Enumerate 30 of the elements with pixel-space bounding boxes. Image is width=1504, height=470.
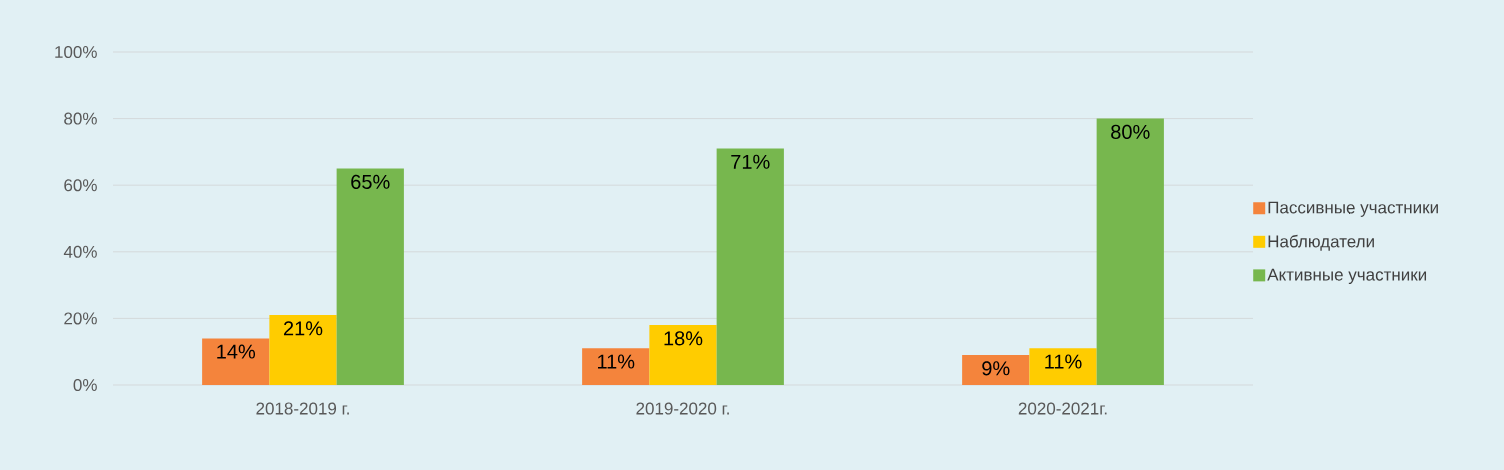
legend-label: Активные участники bbox=[1267, 268, 1427, 284]
bar bbox=[269, 315, 337, 385]
y-tick-label: 60% bbox=[64, 179, 97, 192]
bar bbox=[1029, 348, 1097, 385]
bar bbox=[202, 338, 270, 385]
legend-label: Пассивные участники bbox=[1268, 201, 1438, 217]
y-tick-label: 40% bbox=[63, 245, 97, 258]
data-label: 18% bbox=[664, 331, 703, 346]
bar bbox=[962, 355, 1030, 385]
data-label: 9% bbox=[982, 361, 1010, 376]
bar bbox=[582, 348, 650, 385]
data-label: 11% bbox=[598, 354, 635, 369]
y-tick-label: 20% bbox=[64, 312, 97, 325]
x-tick-label: 2018-2019 г. bbox=[256, 402, 349, 415]
y-tick-label: 80% bbox=[64, 112, 97, 125]
data-label: 65% bbox=[351, 174, 390, 189]
data-label: 14% bbox=[217, 344, 256, 359]
bar bbox=[649, 325, 717, 385]
bar bbox=[1096, 118, 1164, 385]
bar bbox=[716, 148, 784, 385]
bar bbox=[336, 168, 404, 385]
x-tick-label: 2020-2021г. bbox=[1018, 402, 1107, 415]
y-tick-label: 100% bbox=[55, 45, 97, 59]
data-label: 11% bbox=[1045, 354, 1082, 369]
x-tick-label: 2019-2020 г. bbox=[636, 402, 729, 415]
data-label: 80% bbox=[1111, 124, 1150, 139]
data-label: 21% bbox=[283, 321, 323, 336]
y-tick-label: 0% bbox=[73, 378, 97, 392]
legend-label: Наблюдатели bbox=[1268, 234, 1374, 251]
data-label: 71% bbox=[731, 154, 770, 169]
